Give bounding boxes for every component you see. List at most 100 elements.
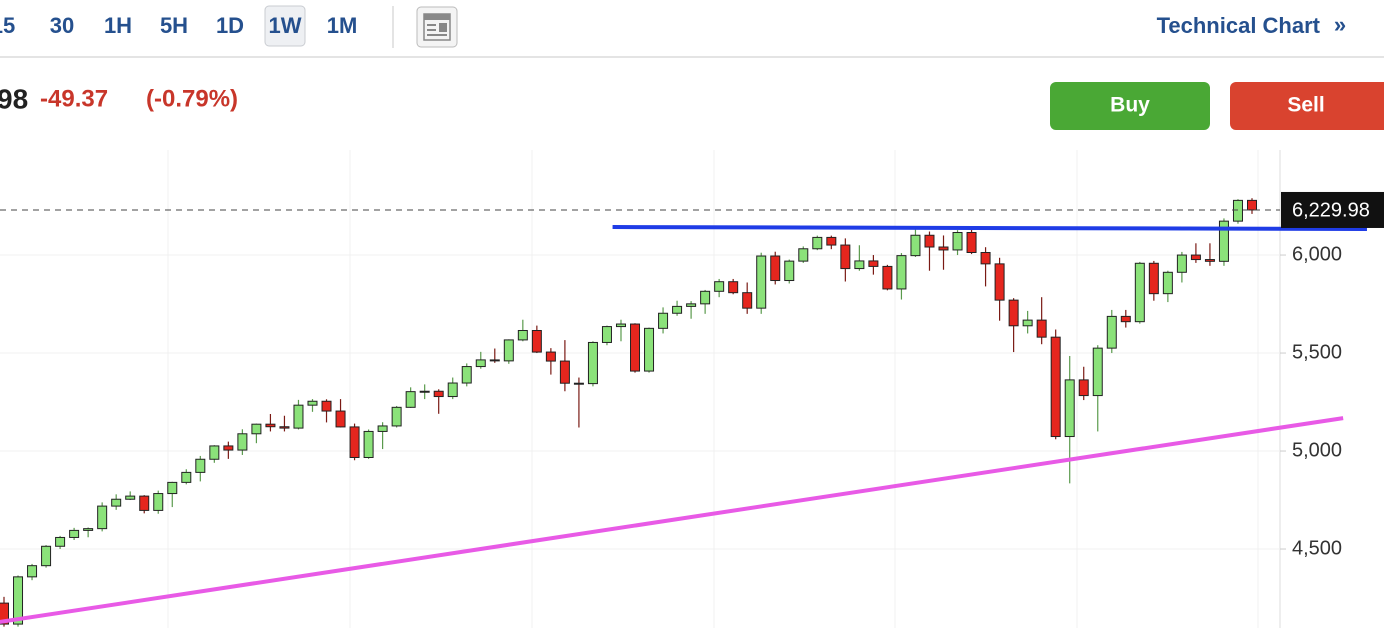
candle-body: [714, 281, 725, 292]
candle-body: [1078, 379, 1089, 397]
candle-body: [419, 390, 430, 393]
interval[interactable]: 1M: [327, 13, 358, 38]
candle-body: [405, 391, 416, 408]
y-tick-label: 5,000: [1292, 439, 1342, 461]
link-icon[interactable]: »: [1334, 12, 1346, 37]
candle-body: [1106, 315, 1117, 349]
layout-icon[interactable]: [416, 6, 458, 48]
price: 98: [0, 83, 28, 114]
candle-body: [167, 481, 178, 495]
candle-body: [686, 303, 697, 307]
candle-body: [279, 426, 290, 429]
candle-body: [41, 545, 52, 567]
candle-body: [97, 505, 108, 530]
candle-body: [1162, 271, 1173, 295]
interval[interactable]: 1D: [216, 13, 244, 38]
candle-body: [868, 260, 879, 267]
candle-body: [840, 244, 851, 270]
buy-button[interactable]: [1050, 82, 1210, 130]
candle-body: [181, 471, 192, 483]
candle-body: [854, 260, 865, 270]
candle-body: [615, 323, 626, 328]
candle-body: [377, 425, 388, 432]
candle-body: [784, 260, 795, 282]
candle-body: [1120, 315, 1131, 323]
candle-body: [307, 400, 318, 406]
candle-body: [461, 366, 472, 384]
candle-body: [1064, 379, 1075, 438]
candle-body: [349, 426, 360, 458]
candle-body: [938, 246, 949, 251]
trend-line: [612, 225, 1367, 231]
candle-body: [391, 406, 402, 427]
last-price-box: [1281, 191, 1384, 228]
candle-body: [69, 529, 80, 538]
last-price-label: 6,229.98: [1292, 199, 1370, 221]
change-percent: (-0.79%): [146, 85, 238, 112]
interval[interactable]: 30: [50, 13, 74, 38]
candle-body: [55, 536, 66, 547]
candle-body: [237, 433, 248, 451]
sell-button[interactable]: [1230, 82, 1384, 130]
candle-body: [559, 360, 570, 384]
candle-body: [1247, 199, 1257, 211]
candle-body: [573, 382, 584, 385]
interval[interactable]: 15: [0, 13, 15, 38]
interval[interactable]: 1W: [269, 13, 302, 38]
candle-body: [475, 359, 486, 368]
candle-body: [83, 528, 94, 531]
interval[interactable]: 5H: [160, 13, 188, 38]
y-tick-label: 6,000: [1292, 243, 1342, 265]
sell-label[interactable]: Sell: [1287, 94, 1324, 117]
candle-body: [601, 326, 612, 343]
candle-body: [700, 290, 711, 305]
candle-body: [770, 255, 781, 282]
candle-body: [742, 292, 753, 309]
candle-body: [1176, 254, 1187, 273]
candle-body: [587, 341, 598, 385]
buy-label[interactable]: Buy: [1110, 94, 1150, 117]
y-tick-label: 4,500: [1292, 537, 1342, 559]
candle-body: [265, 423, 276, 428]
candle-body: [1036, 319, 1047, 338]
trend-line: [0, 416, 1344, 624]
candle-body: [924, 234, 935, 248]
candle-body: [1022, 319, 1033, 327]
candle-body: [896, 255, 907, 290]
candle-body: [363, 430, 374, 458]
candle-body: [195, 458, 206, 473]
candle-body: [630, 323, 641, 372]
candle-body: [223, 445, 234, 451]
candle-body: [994, 263, 1005, 301]
candle-body: [1092, 347, 1103, 397]
candle-body: [1190, 254, 1201, 261]
candle-body: [672, 305, 683, 314]
y-tick-label: 5,500: [1292, 341, 1342, 363]
candle-body: [980, 251, 991, 265]
candle-body: [209, 445, 220, 460]
candle-body: [335, 410, 346, 428]
candle-body: [1008, 299, 1019, 327]
candle-body: [489, 359, 500, 362]
candle-body: [966, 232, 977, 253]
candle-body: [644, 327, 655, 372]
interval-selected[interactable]: [264, 5, 306, 47]
interval[interactable]: 1H: [104, 13, 132, 38]
candle-body: [531, 329, 542, 353]
candle-body: [153, 493, 164, 511]
change: -49.37: [40, 85, 108, 112]
candle-body: [111, 498, 122, 507]
candle-body: [728, 281, 739, 294]
candle-body: [447, 382, 458, 398]
candle-body: [503, 339, 514, 362]
candle-body: [756, 255, 767, 309]
candle-body: [517, 329, 528, 341]
candle-body: [1218, 220, 1229, 262]
candle-body: [1232, 199, 1243, 222]
candle-body: [1204, 259, 1215, 262]
candle-body: [433, 390, 444, 398]
candle-body: [1148, 262, 1159, 295]
technical-chart-link[interactable]: Technical Chart: [1157, 13, 1321, 38]
